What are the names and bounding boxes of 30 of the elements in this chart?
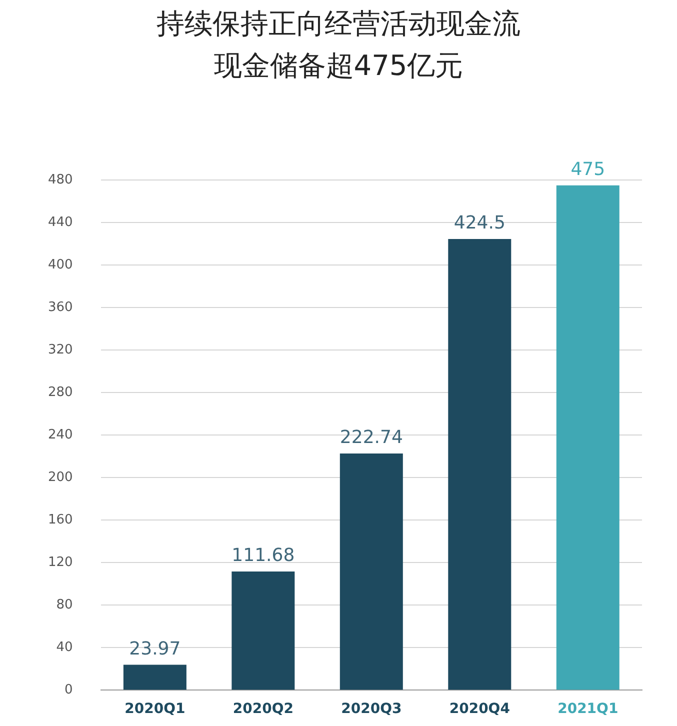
y-tick-label: 80: [56, 598, 73, 613]
x-tick-label: 2020Q1: [124, 701, 186, 718]
y-tick-label: 400: [48, 257, 73, 272]
y-tick-label: 440: [48, 214, 73, 230]
chart-subtitle: 现金储备超475亿元: [212, 48, 464, 84]
y-tick-label: 200: [48, 470, 73, 485]
chart-title: 持续保持正向经营活动现金流: [156, 6, 522, 42]
data-label: 222.74: [340, 427, 403, 448]
data-label: 111.68: [232, 545, 295, 566]
bar: [123, 664, 186, 690]
x-tick-label: 2020Q3: [341, 701, 402, 718]
data-label: 23.97: [129, 638, 181, 660]
y-tick-label: 40: [56, 640, 73, 656]
x-tick-label: 2020Q4: [449, 701, 510, 718]
bar: [232, 571, 295, 690]
x-tick-label: 2020Q2: [232, 701, 294, 718]
bar: [448, 238, 512, 690]
bar: [556, 185, 620, 690]
y-tick-label: 240: [48, 427, 73, 442]
data-label: 475: [570, 158, 606, 180]
y-tick-label: 160: [48, 512, 73, 528]
y-tick-label: 480: [48, 172, 73, 188]
data-label: 424.5: [454, 212, 506, 234]
y-tick-label: 280: [48, 384, 73, 400]
x-tick-label: 2021Q1: [558, 701, 618, 718]
y-tick-label: 360: [48, 300, 73, 315]
y-tick-label: 0: [64, 682, 73, 698]
bar: [340, 453, 403, 690]
y-tick-label: 120: [48, 555, 73, 570]
y-tick-label: 320: [48, 342, 73, 358]
